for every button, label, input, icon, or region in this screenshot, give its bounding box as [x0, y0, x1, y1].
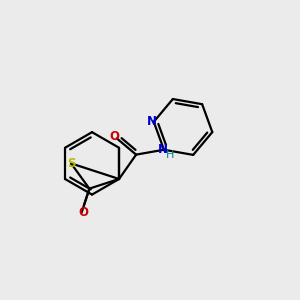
Text: N: N	[158, 142, 168, 156]
Text: S: S	[67, 157, 75, 170]
Text: N: N	[147, 115, 157, 128]
Text: O: O	[110, 130, 119, 143]
Text: O: O	[78, 206, 88, 219]
Text: H: H	[166, 150, 175, 160]
